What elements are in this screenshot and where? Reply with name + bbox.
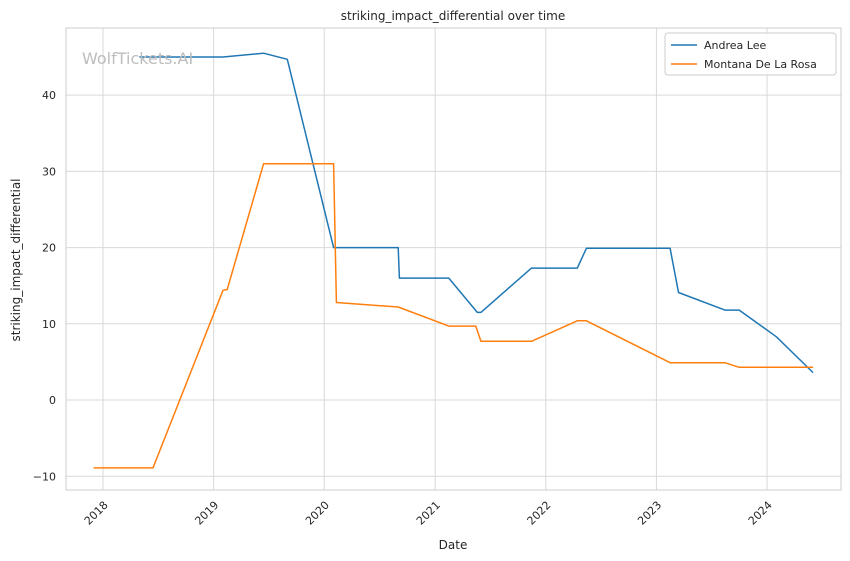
x-tick-label: 2022 [525, 499, 554, 528]
watermark: WolfTickets.AI [82, 49, 193, 68]
legend-label-2: Montana De La Rosa [704, 58, 817, 71]
x-tick-label: 2020 [303, 499, 332, 528]
x-tick-label: 2024 [746, 499, 775, 528]
x-axis-label: Date [439, 538, 468, 552]
y-tick-label: 0 [49, 394, 56, 407]
chart-title: striking_impact_differential over time [341, 9, 566, 23]
x-tick-label: 2018 [82, 499, 111, 528]
series-line-1 [139, 52, 814, 374]
series-line-2 [93, 162, 814, 469]
y-tick-label: 10 [42, 318, 56, 331]
legend: Andrea Lee Montana De La Rosa [664, 32, 837, 76]
x-tick-label: 2023 [635, 499, 664, 528]
y-tick-label: −10 [33, 470, 56, 483]
legend-label-1: Andrea Lee [704, 39, 766, 52]
y-axis-label: striking_impact_differential [9, 178, 23, 341]
plot-area: −10 0 10 20 30 40 2018 2019 2020 2021 2022 2023 2024 [33, 27, 842, 528]
x-tick-label: 2021 [414, 499, 443, 528]
y-tick-label: 30 [42, 165, 56, 178]
plot-frame [65, 27, 842, 491]
legend-box [664, 32, 837, 76]
x-tick-label: 2019 [192, 499, 221, 528]
y-tick-label: 40 [42, 89, 56, 102]
y-tick-label: 20 [42, 242, 56, 255]
